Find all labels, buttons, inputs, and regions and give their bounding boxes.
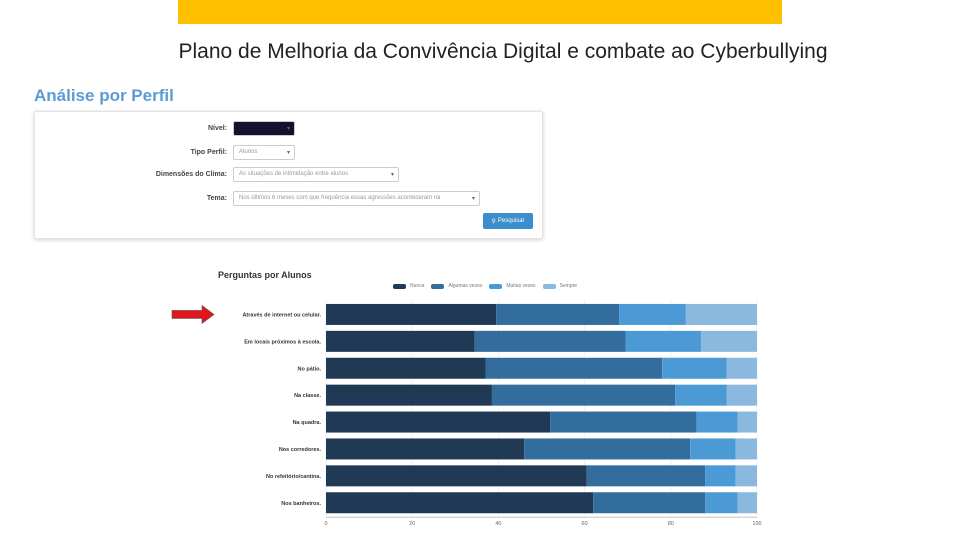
- x-tick-label: 20: [409, 521, 415, 527]
- category-label: Através de internet ou celular.: [242, 312, 321, 318]
- arrow-icon: [171, 304, 215, 325]
- category-label: Na quadra.: [293, 420, 322, 426]
- bar-segment-algumas-vezes: [593, 492, 706, 514]
- dimensoes-select[interactable]: As situações de intimidação entre alunos…: [233, 166, 399, 182]
- bar-segment-sempre: [735, 438, 757, 460]
- legend-item: Algumas vezes: [431, 283, 482, 289]
- filter-label-tema: Tema:: [206, 194, 227, 202]
- slide-accent-bar: [178, 0, 782, 24]
- legend-swatch: [431, 283, 445, 289]
- x-tick-label: 80: [668, 521, 674, 527]
- category-label: No pátio.: [297, 366, 321, 372]
- legend-item: Muitas vezes: [489, 283, 536, 289]
- filter-row-nivel: Nível: ▾: [35, 120, 295, 136]
- legend-label: Algumas vezes: [448, 283, 483, 289]
- category-label: Em locais próximos à escola.: [244, 339, 321, 345]
- bar-segment-sempre: [700, 330, 757, 352]
- x-tick-label: 60: [582, 521, 588, 527]
- category-label: Na classe.: [294, 393, 321, 399]
- bar-segment-algumas-vezes: [496, 303, 620, 325]
- filter-row-tema: Tema: Nos últimos 6 meses com que frequê…: [35, 190, 480, 206]
- x-tick-label: 100: [752, 521, 761, 527]
- bar-segment-nunca: [326, 330, 475, 352]
- chevron-down-icon: ▾: [469, 194, 475, 202]
- chevron-down-icon: ▾: [390, 171, 394, 178]
- category-label: Nos banheiros.: [281, 501, 321, 507]
- bar-segment-sempre: [726, 384, 757, 406]
- bar-segment-muitas-vezes: [625, 330, 701, 352]
- bar-segment-muitas-vezes: [696, 411, 738, 433]
- filter-label-nivel: Nível:: [207, 124, 227, 132]
- bar-segment-nunca: [326, 492, 594, 514]
- slide-title: Plano de Melhoria da Convivência Digital…: [178, 40, 828, 63]
- chevron-down-icon: ▾: [286, 149, 290, 156]
- legend-label: Sempre: [559, 283, 578, 289]
- filter-label-dimensoes: Dimensões do Clima:: [155, 170, 227, 178]
- tipo-perfil-select-value: Alunos: [239, 149, 258, 155]
- filter-panel: Nível: ▾ Tipo Perfil: Alunos ▾ Dimensões…: [34, 111, 543, 239]
- x-tick-label: 40: [495, 521, 501, 527]
- search-button-label: Pesquisar: [497, 218, 525, 224]
- bar-segment-muitas-vezes: [705, 465, 736, 487]
- legend-swatch: [542, 283, 556, 289]
- bar-segment-nunca: [326, 411, 551, 433]
- bar-segment-sempre: [737, 411, 757, 433]
- bar-segment-sempre: [737, 492, 757, 514]
- legend-swatch: [489, 283, 503, 289]
- chevron-down-icon: ▾: [286, 125, 290, 132]
- bar-segment-nunca: [326, 303, 497, 325]
- tipo-perfil-select[interactable]: Alunos ▾: [233, 144, 295, 160]
- category-label: Nos corredores.: [279, 447, 322, 453]
- bar-segment-muitas-vezes: [619, 303, 686, 325]
- bar-segment-algumas-vezes: [524, 438, 691, 460]
- tema-select-value: Nos últimos 6 meses com que frequência e…: [239, 195, 441, 201]
- bar-segment-muitas-vezes: [675, 384, 727, 406]
- bar-segment-nunca: [326, 438, 525, 460]
- bar-segment-algumas-vezes: [474, 330, 626, 352]
- filter-row-tipo-perfil: Tipo Perfil: Alunos ▾: [35, 144, 295, 160]
- search-icon: ⚲: [491, 218, 496, 225]
- bar-segment-sempre: [735, 465, 757, 487]
- chart-legend: Nunca Algumas vezes Muitas vezes Sempre: [393, 281, 584, 291]
- chart-title: Perguntas por Alunos: [218, 270, 312, 280]
- bar-segment-algumas-vezes: [550, 411, 697, 433]
- filter-row-dimensoes: Dimensões do Clima: As situações de inti…: [35, 166, 399, 182]
- tema-select[interactable]: Nos últimos 6 meses com que frequência e…: [233, 190, 480, 206]
- bar-segment-nunca: [326, 384, 492, 406]
- bar-segment-sempre: [685, 303, 757, 325]
- search-button[interactable]: ⚲ Pesquisar: [483, 213, 533, 229]
- bar-segment-muitas-vezes: [705, 492, 738, 514]
- legend-label: Nunca: [410, 283, 425, 289]
- nivel-select[interactable]: ▾: [233, 120, 295, 136]
- legend-item: Sempre: [542, 283, 578, 289]
- legend-swatch: [393, 283, 406, 289]
- category-label: No refeitório/cantina.: [266, 474, 321, 480]
- bar-segment-sempre: [726, 357, 757, 379]
- x-tick-label: 0: [324, 521, 327, 527]
- bar-segment-muitas-vezes: [662, 357, 727, 379]
- dimensoes-select-value: As situações de intimidação entre alunos: [239, 171, 349, 177]
- bar-segment-algumas-vezes: [485, 357, 663, 379]
- filter-label-tipo-perfil: Tipo Perfil:: [190, 148, 227, 156]
- bar-segment-nunca: [326, 465, 587, 487]
- legend-item: Nunca: [393, 283, 424, 289]
- bar-segment-muitas-vezes: [690, 438, 736, 460]
- bar-segment-nunca: [326, 357, 486, 379]
- legend-label: Muitas vezes: [506, 283, 536, 289]
- bar-segment-algumas-vezes: [491, 384, 676, 406]
- section-title: Análise por Perfil: [34, 86, 174, 105]
- bar-segment-algumas-vezes: [586, 465, 706, 487]
